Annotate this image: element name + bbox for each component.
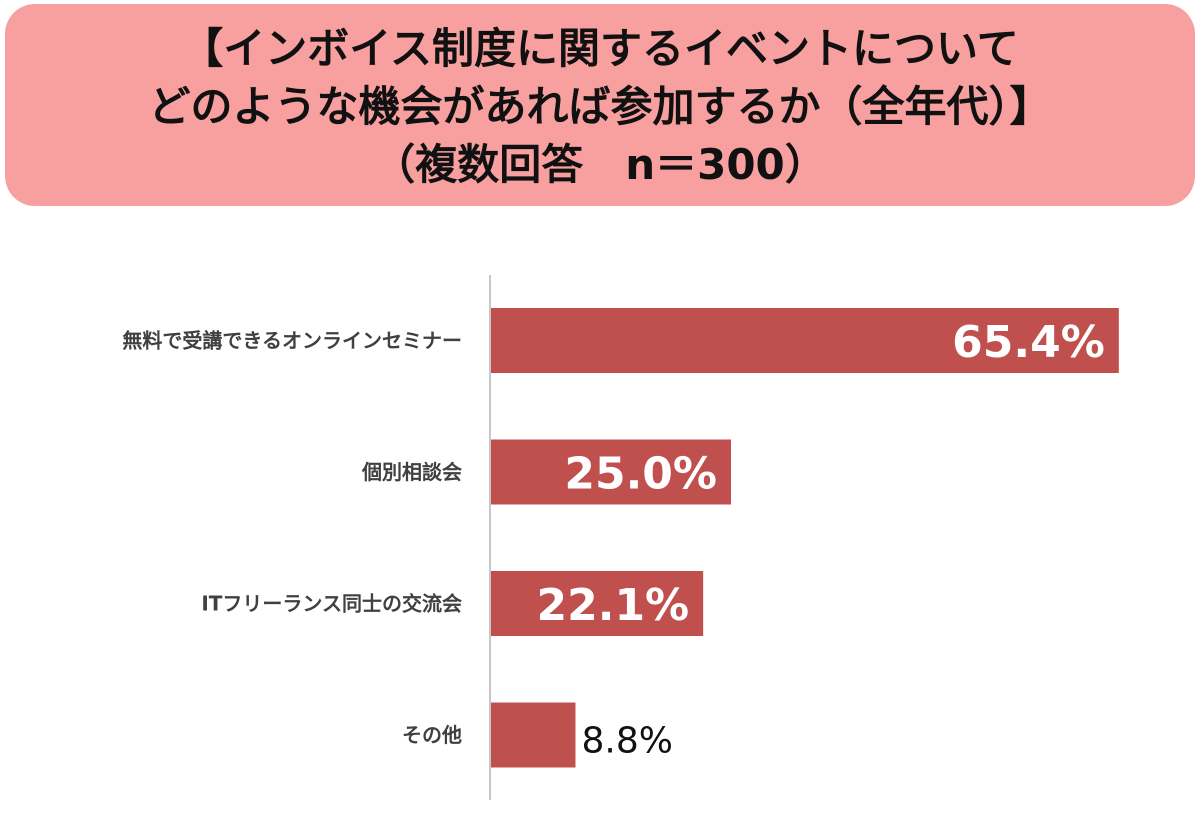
bar [491, 702, 576, 768]
data-label: 8.8% [581, 721, 672, 762]
category-label: 無料で受講できるオンラインセミナー [122, 329, 462, 353]
bar [491, 571, 704, 636]
chart-title-line-2: どのような機会があれば参加するか（全年代）】 [148, 82, 1052, 131]
bar [491, 308, 1119, 373]
data-label: 65.4% [952, 317, 1105, 368]
data-label: 22.1% [537, 580, 690, 631]
category-label: ITフリーランス同士の交流会 [201, 592, 462, 616]
category-label: その他 [402, 723, 462, 747]
bar [491, 439, 731, 505]
category-label: 個別相談会 [361, 460, 462, 484]
data-label: 25.0% [564, 449, 717, 500]
chart-title-line-1: 【インボイス制度に関するイベントについて [181, 24, 1019, 73]
chart-title-box: 【インボイス制度に関するイベントについて どのような機会があれば参加するか（全年… [5, 4, 1195, 206]
chart-title-line-3: （複数回答 n＝300） [373, 140, 827, 189]
